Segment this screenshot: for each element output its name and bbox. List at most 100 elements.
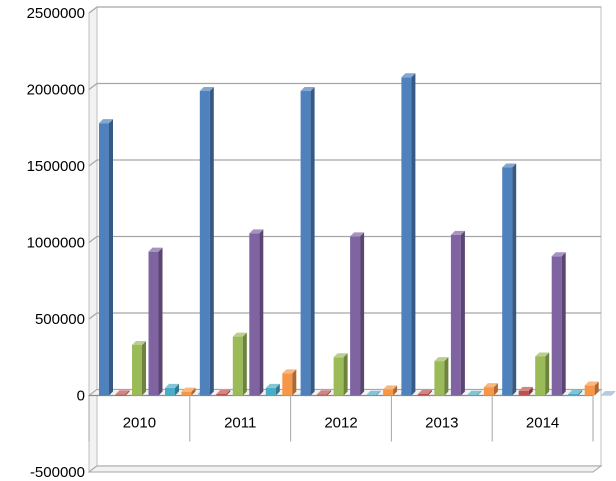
bar-top	[181, 387, 196, 392]
bar-top	[518, 386, 533, 391]
bar	[282, 369, 297, 396]
bar-side	[259, 229, 264, 396]
bar	[300, 87, 315, 396]
bar-side	[242, 332, 247, 396]
y-tick-label: 2500000	[27, 5, 85, 22]
bar-front	[216, 393, 227, 396]
bar-top	[115, 390, 130, 395]
bar-top	[366, 390, 381, 395]
bar	[601, 391, 616, 396]
bar-top	[551, 252, 566, 257]
y-tick-label: -500000	[30, 464, 85, 481]
bar-front	[148, 251, 159, 396]
bar-front	[181, 391, 192, 396]
bar-top	[467, 390, 482, 395]
bar-top	[584, 381, 599, 386]
bar	[417, 389, 432, 396]
bar-top	[434, 357, 449, 362]
bar-side	[209, 87, 214, 396]
bar	[366, 390, 381, 396]
bar	[216, 389, 231, 396]
bar	[401, 73, 416, 396]
bar-top	[383, 385, 398, 390]
bar-side	[444, 357, 449, 396]
bar	[518, 386, 533, 396]
bar-front	[333, 357, 344, 396]
gridline	[88, 82, 601, 90]
bar	[148, 247, 163, 396]
bar-front	[165, 387, 175, 396]
bar-side	[226, 389, 231, 396]
bar-front	[568, 393, 579, 396]
bar-top	[199, 87, 214, 92]
bar-side	[528, 386, 533, 396]
bar-top	[601, 391, 616, 396]
bar	[535, 352, 550, 396]
bar-front	[115, 394, 126, 396]
bar-side	[611, 391, 616, 396]
bar-side	[360, 232, 365, 396]
bar	[333, 353, 348, 396]
bar-top	[300, 87, 315, 92]
gridline	[88, 235, 601, 243]
bar-top	[317, 390, 332, 395]
bar	[181, 387, 196, 396]
bar-top	[483, 383, 498, 388]
chart-back-wall	[88, 6, 602, 473]
bar-front	[535, 356, 546, 396]
bar-front	[502, 167, 513, 396]
bar-top	[535, 352, 550, 357]
bar-front	[317, 394, 328, 396]
bar-top	[148, 247, 163, 252]
x-tick-label: 2012	[324, 415, 357, 432]
y-axis-tick-labels: -500000 0 500000 1000000 1500000 2000000 25000…	[27, 5, 85, 481]
bar	[584, 381, 599, 396]
bar-side	[376, 390, 381, 396]
x-axis-tick-labels: 2010 2011 2012 2013 2014	[123, 415, 560, 432]
bar-top	[350, 232, 365, 237]
bar-top	[568, 389, 583, 394]
bar-side	[292, 369, 297, 396]
bar-side	[109, 119, 113, 396]
gridline	[88, 6, 601, 14]
bar	[483, 383, 498, 396]
bar-side	[343, 353, 348, 396]
bar-top	[401, 73, 416, 78]
bar-front	[434, 361, 445, 396]
bar-side	[477, 390, 482, 396]
bar-front	[417, 393, 428, 396]
y-tick-label: 1500000	[27, 158, 85, 175]
bar-top	[232, 332, 247, 337]
bar-side	[493, 383, 498, 396]
bar-top	[417, 389, 432, 394]
bar-front	[350, 236, 361, 396]
bar-front	[199, 91, 210, 396]
bar-series	[99, 73, 616, 396]
bar	[502, 163, 517, 396]
bar-side	[411, 73, 416, 396]
gridline	[88, 312, 601, 320]
bar	[249, 229, 264, 396]
bar-front	[483, 387, 494, 396]
bar-front	[383, 389, 394, 396]
bar-top	[99, 119, 113, 124]
bar-top	[450, 230, 465, 235]
bar	[568, 389, 583, 396]
bar-top	[249, 229, 264, 234]
bar-top	[265, 383, 280, 388]
bar-side	[393, 385, 398, 396]
bar-front	[300, 91, 311, 396]
bar-front	[518, 390, 529, 396]
bar	[232, 332, 247, 396]
bar	[132, 341, 146, 396]
bar-side	[561, 252, 566, 396]
bar-front	[232, 336, 243, 396]
bar-side	[275, 383, 280, 396]
bar-side	[460, 230, 465, 396]
bar-front	[366, 394, 377, 396]
x-tick-label: 2014	[526, 415, 559, 432]
bar-side	[427, 389, 432, 396]
bar-side	[327, 390, 332, 396]
bar-top	[216, 389, 231, 394]
